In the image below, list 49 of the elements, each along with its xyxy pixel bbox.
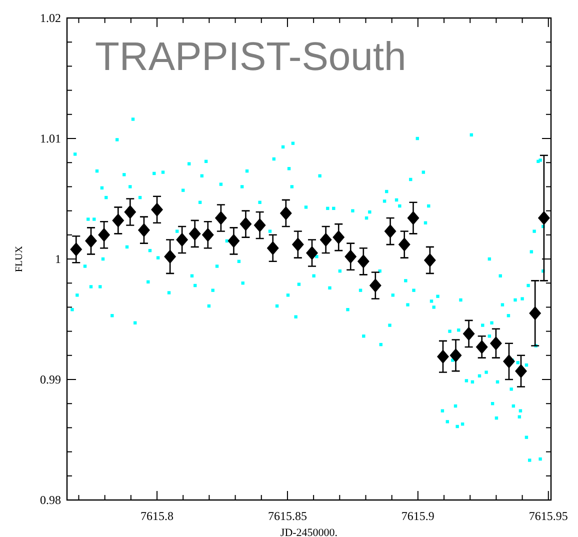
y-tick-label: 1 [55, 252, 61, 266]
x-tick-label: 7615.85 [268, 509, 307, 523]
point [306, 246, 318, 260]
point [369, 278, 382, 293]
point [436, 350, 449, 364]
x-tick-label: 7615.8 [140, 509, 174, 523]
point [151, 202, 164, 217]
point [476, 340, 488, 354]
x-tick-label: 7615.9 [401, 509, 434, 523]
point [320, 232, 332, 247]
point [502, 354, 515, 368]
point [266, 241, 279, 256]
point [407, 211, 420, 226]
point [292, 238, 304, 252]
point [514, 364, 527, 378]
y-tick-label: 0.98 [40, 493, 61, 507]
chart-title: TRAPPIST-South [95, 35, 406, 79]
point [124, 205, 136, 220]
x-axis-title: JD-2450000. [280, 527, 338, 537]
point [164, 250, 176, 264]
point [254, 218, 266, 232]
point [202, 228, 214, 242]
point [176, 232, 188, 247]
point [112, 213, 124, 228]
point [462, 326, 475, 341]
point [450, 348, 462, 362]
point [538, 211, 550, 226]
point [280, 206, 292, 220]
x-tick-label: 7615.95 [528, 509, 568, 523]
point [240, 217, 252, 232]
point [398, 238, 410, 252]
point [490, 336, 502, 350]
point [98, 228, 110, 242]
y-axis-title: FLUX [14, 245, 25, 272]
y-tick-label: 1.01 [40, 132, 61, 146]
point [228, 234, 240, 248]
point [188, 226, 201, 241]
point [344, 250, 357, 264]
point [138, 223, 150, 238]
point [85, 234, 98, 248]
point [384, 224, 396, 238]
point [214, 211, 227, 226]
point [70, 242, 82, 256]
y-tick-label: 0.99 [40, 372, 61, 386]
point [529, 306, 542, 320]
point [332, 230, 345, 244]
y-tick-label: 1.02 [40, 11, 61, 25]
point [424, 253, 436, 268]
point [357, 254, 370, 268]
